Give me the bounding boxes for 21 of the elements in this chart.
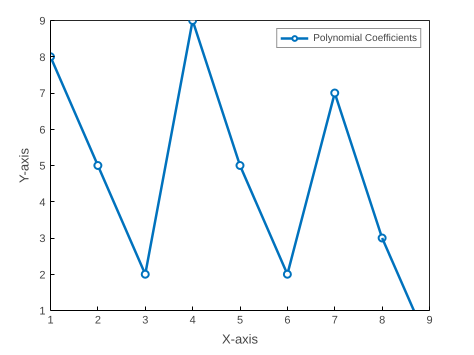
y-tick-label: 5 — [39, 160, 46, 172]
y-tick-label: 6 — [39, 124, 46, 136]
y-tick-label: 1 — [39, 306, 46, 318]
x-tick-label: 6 — [284, 314, 290, 326]
x-tick-label: 9 — [426, 314, 433, 326]
y-tick-label: 4 — [39, 196, 46, 209]
y-tick-label: 8 — [39, 52, 46, 64]
y-axis-title: Y-axis — [16, 148, 32, 183]
x-axis-title: X-axis — [222, 332, 259, 346]
x-tick-label: 3 — [142, 314, 148, 326]
y-tick-label: 7 — [39, 88, 46, 100]
y-tick-label: 9 — [39, 16, 46, 28]
legend-label: Polynomial Coefficients — [313, 32, 417, 44]
y-tick-label: 2 — [39, 269, 46, 282]
x-tick-label: 2 — [94, 314, 101, 326]
x-tick-label: 7 — [332, 314, 338, 326]
x-tick-label: 8 — [379, 314, 386, 326]
y-tick-label: 3 — [39, 233, 46, 245]
x-tick-label: 1 — [47, 314, 54, 326]
x-tick-label: 5 — [236, 314, 244, 326]
x-tick-label: 4 — [190, 314, 196, 326]
